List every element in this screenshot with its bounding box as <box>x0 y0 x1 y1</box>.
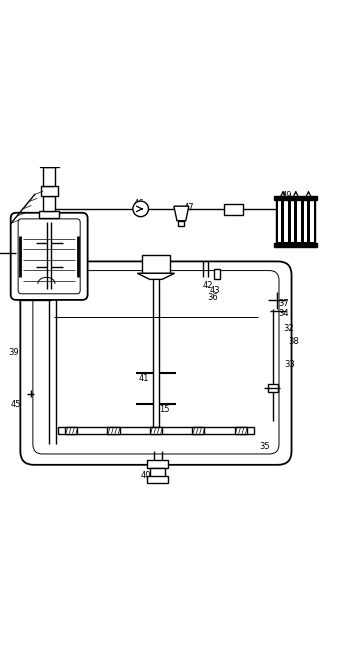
Bar <box>268 384 278 392</box>
Polygon shape <box>137 274 175 280</box>
Text: 33: 33 <box>285 360 296 370</box>
Text: 15: 15 <box>159 405 170 415</box>
Text: 36: 36 <box>207 293 218 302</box>
Bar <box>107 427 120 433</box>
Polygon shape <box>174 206 189 220</box>
FancyBboxPatch shape <box>11 213 87 300</box>
Text: 48: 48 <box>225 207 236 216</box>
Bar <box>40 159 59 167</box>
Text: 37: 37 <box>279 299 290 308</box>
Polygon shape <box>297 201 301 242</box>
Bar <box>214 269 220 280</box>
Bar <box>65 427 77 433</box>
Bar <box>19 278 51 300</box>
Text: 32: 32 <box>283 324 294 333</box>
Bar <box>178 220 184 226</box>
Text: 41: 41 <box>139 374 149 383</box>
Polygon shape <box>284 201 288 242</box>
Bar <box>224 204 243 215</box>
Bar <box>58 427 254 433</box>
Polygon shape <box>304 201 307 242</box>
Polygon shape <box>291 201 294 242</box>
Text: 43: 43 <box>209 286 220 296</box>
Bar <box>147 476 168 483</box>
Text: 49: 49 <box>281 192 292 200</box>
Bar <box>43 196 55 212</box>
Text: 42: 42 <box>203 282 213 290</box>
Bar <box>150 427 162 433</box>
Text: 38: 38 <box>288 337 299 346</box>
Bar <box>39 212 59 218</box>
Text: 34: 34 <box>279 310 289 319</box>
Bar <box>192 427 204 433</box>
Text: 45: 45 <box>10 400 21 409</box>
Polygon shape <box>310 201 314 242</box>
Bar <box>41 186 58 196</box>
Text: 39: 39 <box>8 349 19 358</box>
Bar <box>276 200 315 243</box>
Polygon shape <box>278 201 281 242</box>
Circle shape <box>133 201 148 216</box>
Text: 46: 46 <box>134 199 144 208</box>
Text: 47: 47 <box>184 204 195 212</box>
FancyBboxPatch shape <box>20 261 292 465</box>
Bar <box>274 243 317 247</box>
Bar <box>235 427 247 433</box>
Bar <box>147 460 168 468</box>
Bar <box>150 468 165 476</box>
Text: 40: 40 <box>141 471 151 480</box>
Text: 35: 35 <box>259 442 270 452</box>
Bar <box>274 196 317 200</box>
Bar <box>142 255 170 274</box>
Bar <box>43 167 55 186</box>
